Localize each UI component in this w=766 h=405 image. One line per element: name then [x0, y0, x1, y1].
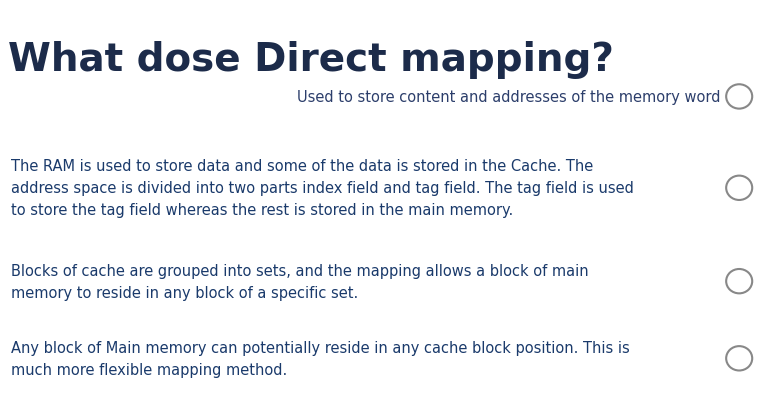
- Text: The RAM is used to store data and some of the data is stored in the Cache. The
a: The RAM is used to store data and some o…: [11, 159, 634, 218]
- Text: Blocks of cache are grouped into sets, and the mapping allows a block of main
me: Blocks of cache are grouped into sets, a…: [11, 263, 589, 300]
- Text: Any block of Main memory can potentially reside in any cache block position. Thi: Any block of Main memory can potentially…: [11, 340, 630, 377]
- Text: What dose Direct mapping?: What dose Direct mapping?: [8, 40, 614, 79]
- Text: Used to store content and addresses of the memory word: Used to store content and addresses of t…: [296, 90, 720, 104]
